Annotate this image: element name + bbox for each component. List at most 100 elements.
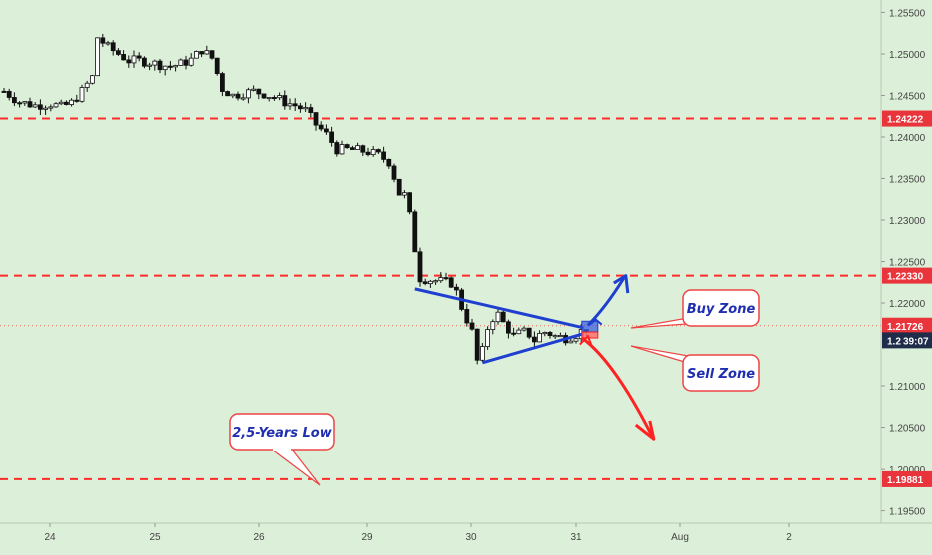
- candle: [500, 311, 506, 323]
- x-tick-label: 26: [253, 532, 265, 543]
- sell-arrow-head: [634, 420, 656, 441]
- y-tick-label: 1.22500: [889, 258, 926, 269]
- price-label-bg: [882, 317, 932, 334]
- buy-arrow-head: [613, 274, 630, 294]
- candle: [339, 144, 345, 155]
- candle: [69, 99, 74, 105]
- years-low-callout[interactable]: 2,5-Years Low: [229, 413, 335, 486]
- candle: [464, 308, 470, 324]
- candle: [532, 336, 537, 343]
- candle: [297, 105, 303, 110]
- candle: [303, 107, 309, 110]
- candle: [256, 88, 262, 95]
- price-label[interactable]: 1.2: [887, 336, 901, 347]
- sell-zone-callout[interactable]: Sell Zone: [630, 345, 760, 392]
- candle: [568, 340, 574, 344]
- candle: [141, 57, 147, 67]
- candle: [121, 54, 126, 61]
- price-label[interactable]: 1.24222: [887, 115, 924, 126]
- buy-arrow-tail: [589, 318, 603, 326]
- candle: [485, 329, 491, 347]
- price-label[interactable]: 1.22330: [887, 272, 924, 283]
- candle: [386, 158, 392, 167]
- candle: [199, 51, 205, 55]
- candle: [542, 332, 548, 335]
- triangle-lower-line[interactable]: [481, 332, 585, 365]
- sell-zone-box[interactable]: [581, 331, 599, 339]
- candle: [355, 145, 361, 150]
- candle: [391, 165, 397, 180]
- y-tick-label: 1.25000: [889, 50, 926, 61]
- triangle-upper-line[interactable]: [414, 287, 585, 330]
- candle: [329, 131, 335, 143]
- x-tick-label: 2: [786, 532, 792, 543]
- candle: [427, 280, 433, 285]
- candle: [287, 103, 293, 107]
- buy-zone-callout-joint: [689, 316, 699, 320]
- candle: [43, 107, 48, 110]
- candle: [90, 75, 95, 84]
- sell-arrow[interactable]: [580, 336, 654, 437]
- candle: [505, 321, 511, 334]
- candle: [381, 151, 387, 160]
- candle: [167, 65, 173, 68]
- y-tick-label: 1.19500: [889, 507, 926, 518]
- candle: [453, 286, 459, 291]
- candle: [474, 328, 480, 361]
- candle: [292, 103, 298, 107]
- sell-zone-callout-joint: [689, 361, 699, 365]
- candle: [74, 99, 80, 102]
- candle: [173, 65, 179, 68]
- candle: [412, 211, 418, 253]
- candle: [401, 192, 407, 196]
- candle: [219, 73, 225, 92]
- y-tick-label: 1.24000: [889, 133, 926, 144]
- candle: [79, 87, 85, 102]
- years-low-callout-label: 2,5-Years Low: [232, 426, 332, 441]
- buy-zone-callout[interactable]: Buy Zone: [630, 289, 760, 329]
- candle: [422, 281, 428, 285]
- candle: [344, 144, 350, 149]
- y-tick-label: 1.25500: [889, 8, 926, 19]
- price-axis[interactable]: 1.25500 1.25000 1.24500 1.24000 1.23500 1.230…: [881, 8, 932, 518]
- candle: [84, 82, 90, 88]
- y-tick-label: 1.20500: [889, 424, 926, 435]
- candle: [157, 60, 163, 71]
- y-tick-label: 1.20000: [889, 465, 926, 476]
- candle: [225, 91, 231, 97]
- candle: [271, 97, 277, 100]
- candle: [178, 59, 184, 66]
- candle: [162, 65, 168, 71]
- candle: [407, 192, 413, 213]
- x-tick-label: 25: [149, 532, 161, 543]
- price-label[interactable]: 1.19881: [887, 475, 924, 486]
- price-label[interactable]: 1.21726: [887, 322, 924, 333]
- y-tick-label: 1.21000: [889, 382, 926, 393]
- candle: [495, 311, 501, 323]
- candle: [282, 95, 288, 107]
- price-label-bg: [882, 267, 932, 284]
- candle: [183, 59, 189, 66]
- candle: [308, 107, 314, 113]
- candle: [22, 101, 28, 104]
- candle: [349, 147, 355, 150]
- candle: [479, 346, 485, 361]
- buy-arrow[interactable]: [586, 277, 626, 327]
- candle: [469, 322, 475, 330]
- sell-arrow-tail: [579, 334, 593, 347]
- candle: [1, 90, 7, 93]
- time-axis[interactable]: 24 25 26 29 30 31 Aug 2: [44, 523, 792, 543]
- candle: [448, 277, 454, 288]
- candle: [116, 50, 121, 55]
- candle: [230, 93, 236, 97]
- candle: [188, 57, 194, 66]
- candle: [375, 149, 381, 153]
- candle: [323, 128, 329, 133]
- candle: [573, 338, 579, 342]
- buy-zone-callout-label: Buy Zone: [687, 302, 756, 317]
- candle: [126, 59, 132, 64]
- x-tick-label: 30: [465, 532, 477, 543]
- candle: [521, 327, 527, 331]
